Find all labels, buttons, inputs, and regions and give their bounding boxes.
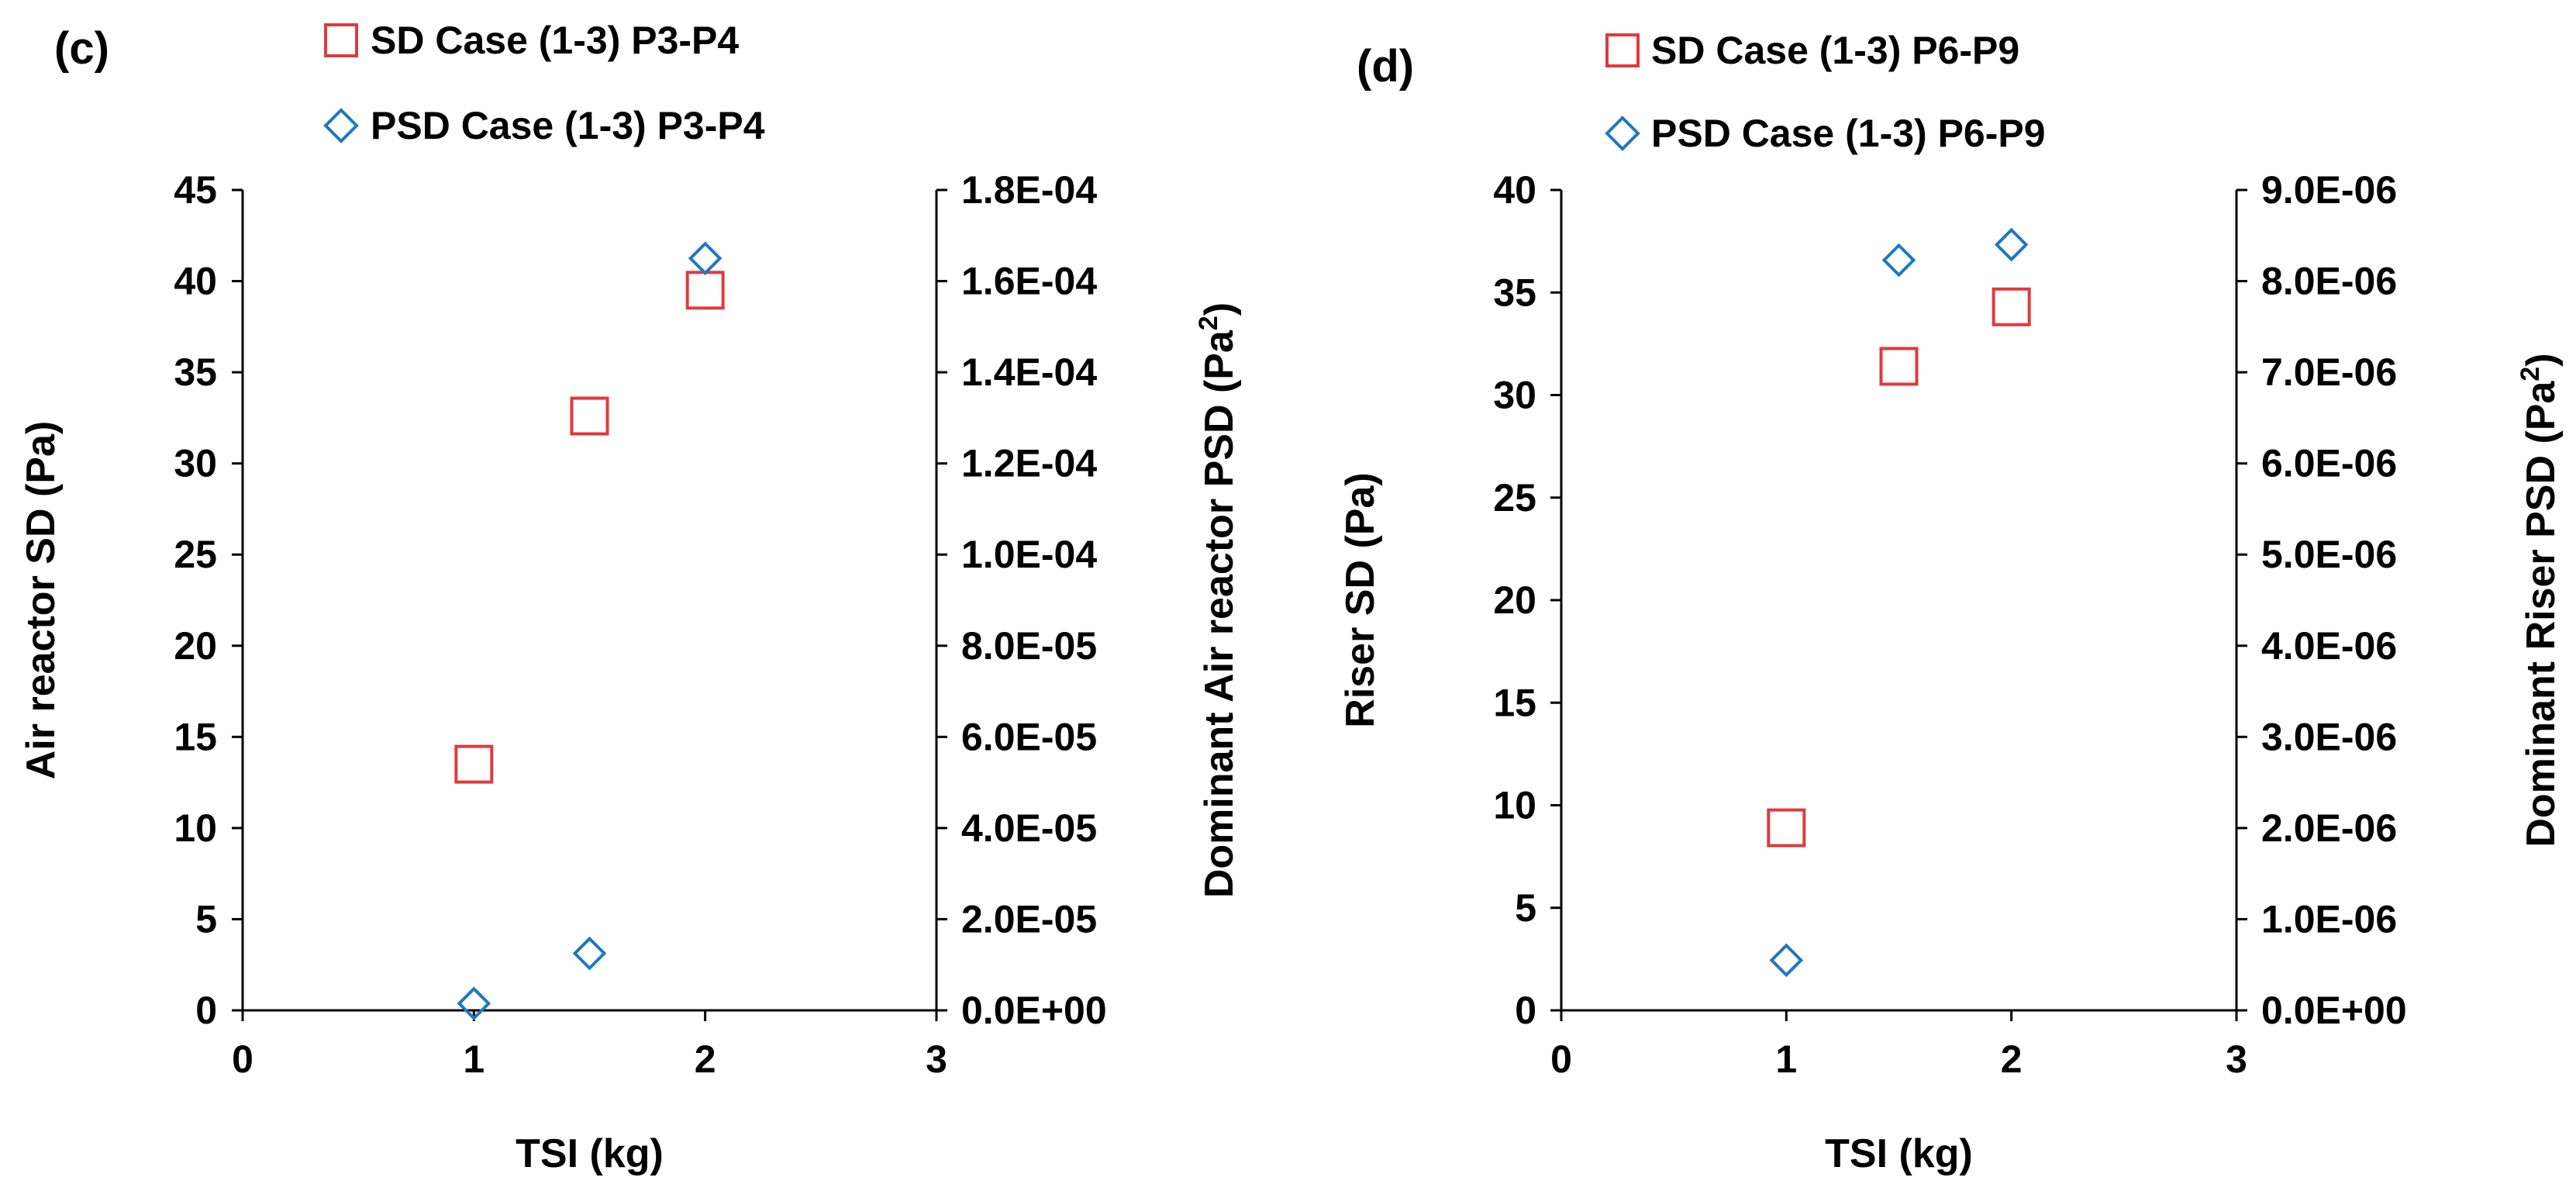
x-axis-title: TSI (kg) [516, 1131, 664, 1176]
y2-tick-label: 2.0E-06 [2261, 806, 2397, 850]
x-tick-label: 1 [463, 1037, 485, 1081]
y2-tick-label: 1.0E-06 [2261, 897, 2397, 941]
y-tick-label: 5 [195, 897, 217, 941]
y-tick-label: 30 [174, 442, 217, 485]
y2-tick-label: 9.0E-06 [2261, 168, 2397, 212]
chart-panel-d: (d) SD Case (1-3) P6-P9 PSD Case (1-3) P6-… [1338, 29, 2564, 1176]
y2-tick-label: 0.0E+00 [961, 989, 1107, 1032]
legend-psd-marker [1605, 116, 1640, 151]
y2-tick-label: 1.0E-04 [961, 533, 1097, 576]
psd-point [1769, 943, 1804, 978]
x-tick-label: 3 [926, 1037, 947, 1081]
sd-point [1767, 808, 1806, 848]
y2-tick-label: 8.0E-06 [2261, 260, 2397, 303]
psd-point [572, 936, 607, 971]
panel-label: (d) [1357, 41, 1414, 91]
y2-tick-label: 5.0E-06 [2261, 533, 2397, 576]
sd-point [1991, 287, 2031, 326]
y-tick-label: 5 [1515, 886, 1536, 930]
y-tick-label: 35 [1493, 271, 1536, 314]
y-tick-label: 20 [174, 624, 217, 668]
y-tick-label: 0 [1515, 989, 1536, 1032]
sd-point [1879, 347, 1919, 386]
sd-point [570, 396, 609, 436]
y2-tick-label: 8.0E-05 [961, 624, 1097, 668]
y-axis-title: Riser SD (Pa) [1338, 472, 1383, 727]
y-tick-label: 20 [1493, 578, 1536, 622]
y-tick-label: 30 [1493, 374, 1536, 417]
legend-sd-label: SD Case (1-3) P3-P4 [371, 19, 739, 62]
y2-tick-label: 6.0E-06 [2261, 442, 2397, 485]
y-tick-label: 40 [174, 260, 217, 303]
psd-point [457, 986, 491, 1021]
y-tick-label: 25 [174, 533, 217, 576]
legend-psd-marker [323, 108, 359, 143]
panel-label: (c) [54, 23, 109, 74]
y2-tick-label: 3.0E-06 [2261, 715, 2397, 758]
y2-tick-label: 1.4E-04 [961, 350, 1097, 394]
x-tick-label: 0 [232, 1037, 253, 1081]
y2-tick-label: 1.6E-04 [961, 260, 1097, 303]
y2-axis-title: Dominant Riser PSD (Pa2) [2516, 353, 2564, 847]
psd-point [1994, 227, 2029, 262]
y2-tick-label: 1.2E-04 [961, 442, 1097, 485]
psd-point [1881, 243, 1916, 278]
psd-point [688, 241, 722, 275]
y2-tick-label: 6.0E-05 [961, 715, 1097, 758]
chart-panel-c: (c) SD Case (1-3) P3-P4 PSD Case (1-3) P3-… [19, 19, 1242, 1176]
legend-sd-marker [1605, 33, 1640, 67]
y2-tick-label: 4.0E-06 [2261, 624, 2397, 668]
x-tick-label: 1 [1775, 1037, 1797, 1081]
y-tick-label: 10 [1493, 784, 1536, 827]
y-tick-label: 0 [195, 989, 217, 1032]
y-tick-label: 15 [174, 715, 217, 758]
x-tick-label: 2 [695, 1037, 716, 1081]
x-tick-label: 0 [1550, 1037, 1572, 1081]
y2-tick-label: 1.8E-04 [961, 168, 1097, 212]
legend-psd-label: PSD Case (1-3) P6-P9 [1651, 112, 2046, 155]
y2-tick-label: 7.0E-06 [2261, 350, 2397, 394]
x-tick-label: 2 [2001, 1037, 2023, 1081]
legend-psd-label: PSD Case (1-3) P3-P4 [371, 104, 765, 147]
y-tick-label: 45 [174, 168, 217, 212]
y2-tick-label: 0.0E+00 [2261, 989, 2407, 1032]
x-axis-title: TSI (kg) [1825, 1131, 1973, 1176]
x-tick-label: 3 [2226, 1037, 2247, 1081]
y-tick-label: 25 [1493, 476, 1536, 520]
y-tick-label: 35 [174, 350, 217, 394]
sd-point [685, 271, 725, 310]
sd-point [454, 744, 494, 784]
y2-tick-label: 4.0E-05 [961, 806, 1097, 850]
legend-sd-label: SD Case (1-3) P6-P9 [1651, 29, 2019, 72]
y-tick-label: 10 [174, 806, 217, 850]
y2-tick-label: 2.0E-05 [961, 897, 1097, 941]
y2-axis-title: Dominant Air reactor PSD (Pa2) [1194, 302, 1242, 898]
y-tick-label: 40 [1493, 168, 1536, 212]
legend-sd-marker [324, 23, 358, 57]
y-tick-label: 15 [1493, 681, 1536, 724]
y-axis-title: Air reactor SD (Pa) [19, 421, 64, 779]
